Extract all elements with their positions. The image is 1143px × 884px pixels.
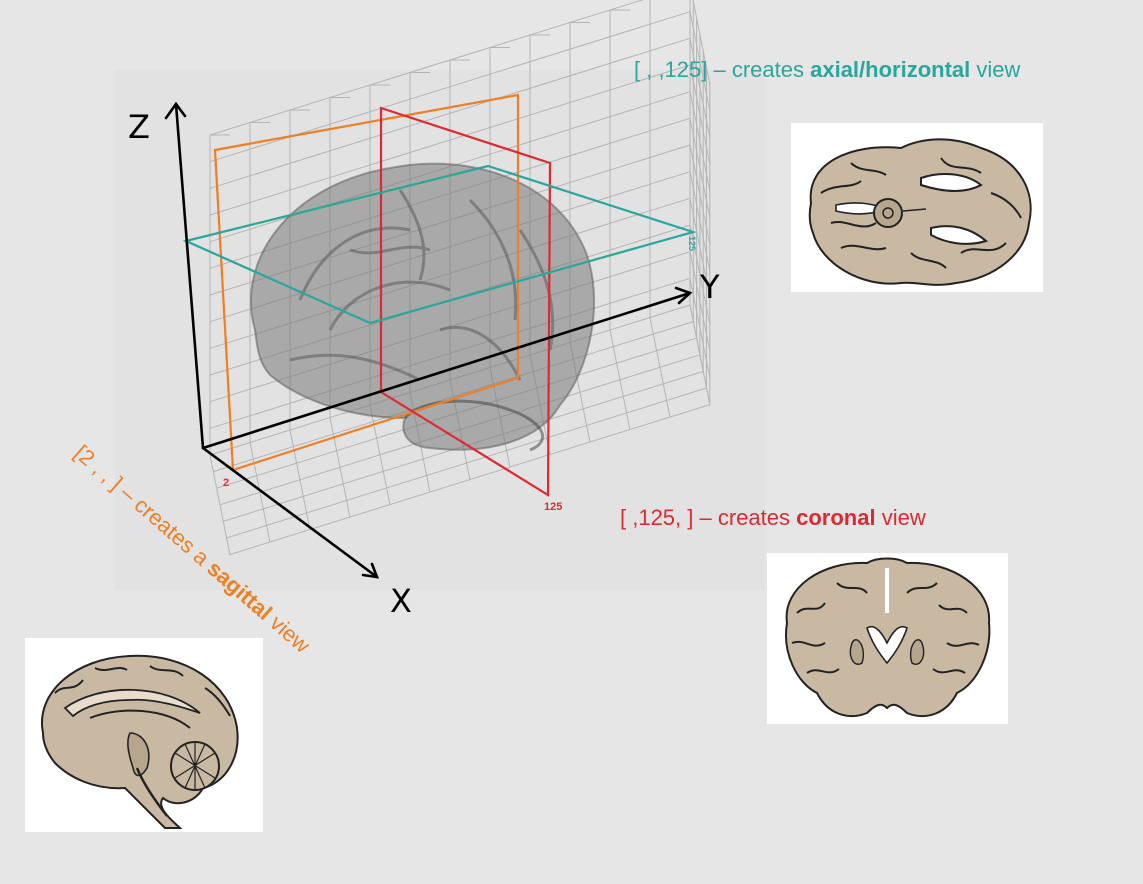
coronal-slice-mark: 125 bbox=[544, 501, 562, 513]
axial-caption-bold: axial/horizontal bbox=[810, 57, 971, 82]
x-axis bbox=[201, 446, 379, 579]
axial-plane bbox=[182, 164, 697, 325]
coronal-caption-bold: coronal bbox=[796, 505, 876, 530]
coronal-caption-prefix: [ ,125, ] – creates bbox=[620, 505, 797, 530]
z-axis-arrowhead bbox=[164, 101, 187, 120]
x-axis-arrowhead bbox=[361, 562, 380, 579]
coronal-plane bbox=[379, 106, 552, 497]
brain-volume-image bbox=[250, 162, 596, 452]
z-axis-label: Z bbox=[128, 108, 150, 146]
z-axis bbox=[174, 102, 205, 450]
axial-caption-suffix: view bbox=[970, 57, 1021, 82]
sagittal-slice-mark: 2 bbox=[223, 477, 229, 489]
axial-caption: [ , ,125] – creates axial/horizontal vie… bbox=[634, 57, 1020, 83]
coronal-caption: [ ,125, ] – creates coronal view bbox=[620, 505, 926, 531]
y-axis-arrowhead bbox=[674, 286, 693, 305]
y-axis-label: Y bbox=[699, 268, 720, 306]
grid-line bbox=[226, 387, 707, 539]
axial-slice-mark: 125 bbox=[687, 236, 697, 251]
coronal-brain-slice-image bbox=[767, 553, 1008, 724]
x-axis-label: X bbox=[390, 582, 412, 620]
axial-caption-prefix: [ , ,125] – creates bbox=[634, 57, 811, 82]
sagittal-plane bbox=[213, 93, 520, 472]
y-axis bbox=[201, 291, 692, 450]
grid-line bbox=[229, 404, 710, 556]
sagittal-brain-slice-image bbox=[25, 638, 263, 832]
axes bbox=[164, 101, 693, 579]
coronal-caption-suffix: view bbox=[875, 505, 926, 530]
grid-line bbox=[689, 304, 711, 406]
grid-line bbox=[209, 37, 691, 189]
axial-brain-slice-image bbox=[791, 123, 1043, 292]
grid-line bbox=[209, 64, 691, 216]
